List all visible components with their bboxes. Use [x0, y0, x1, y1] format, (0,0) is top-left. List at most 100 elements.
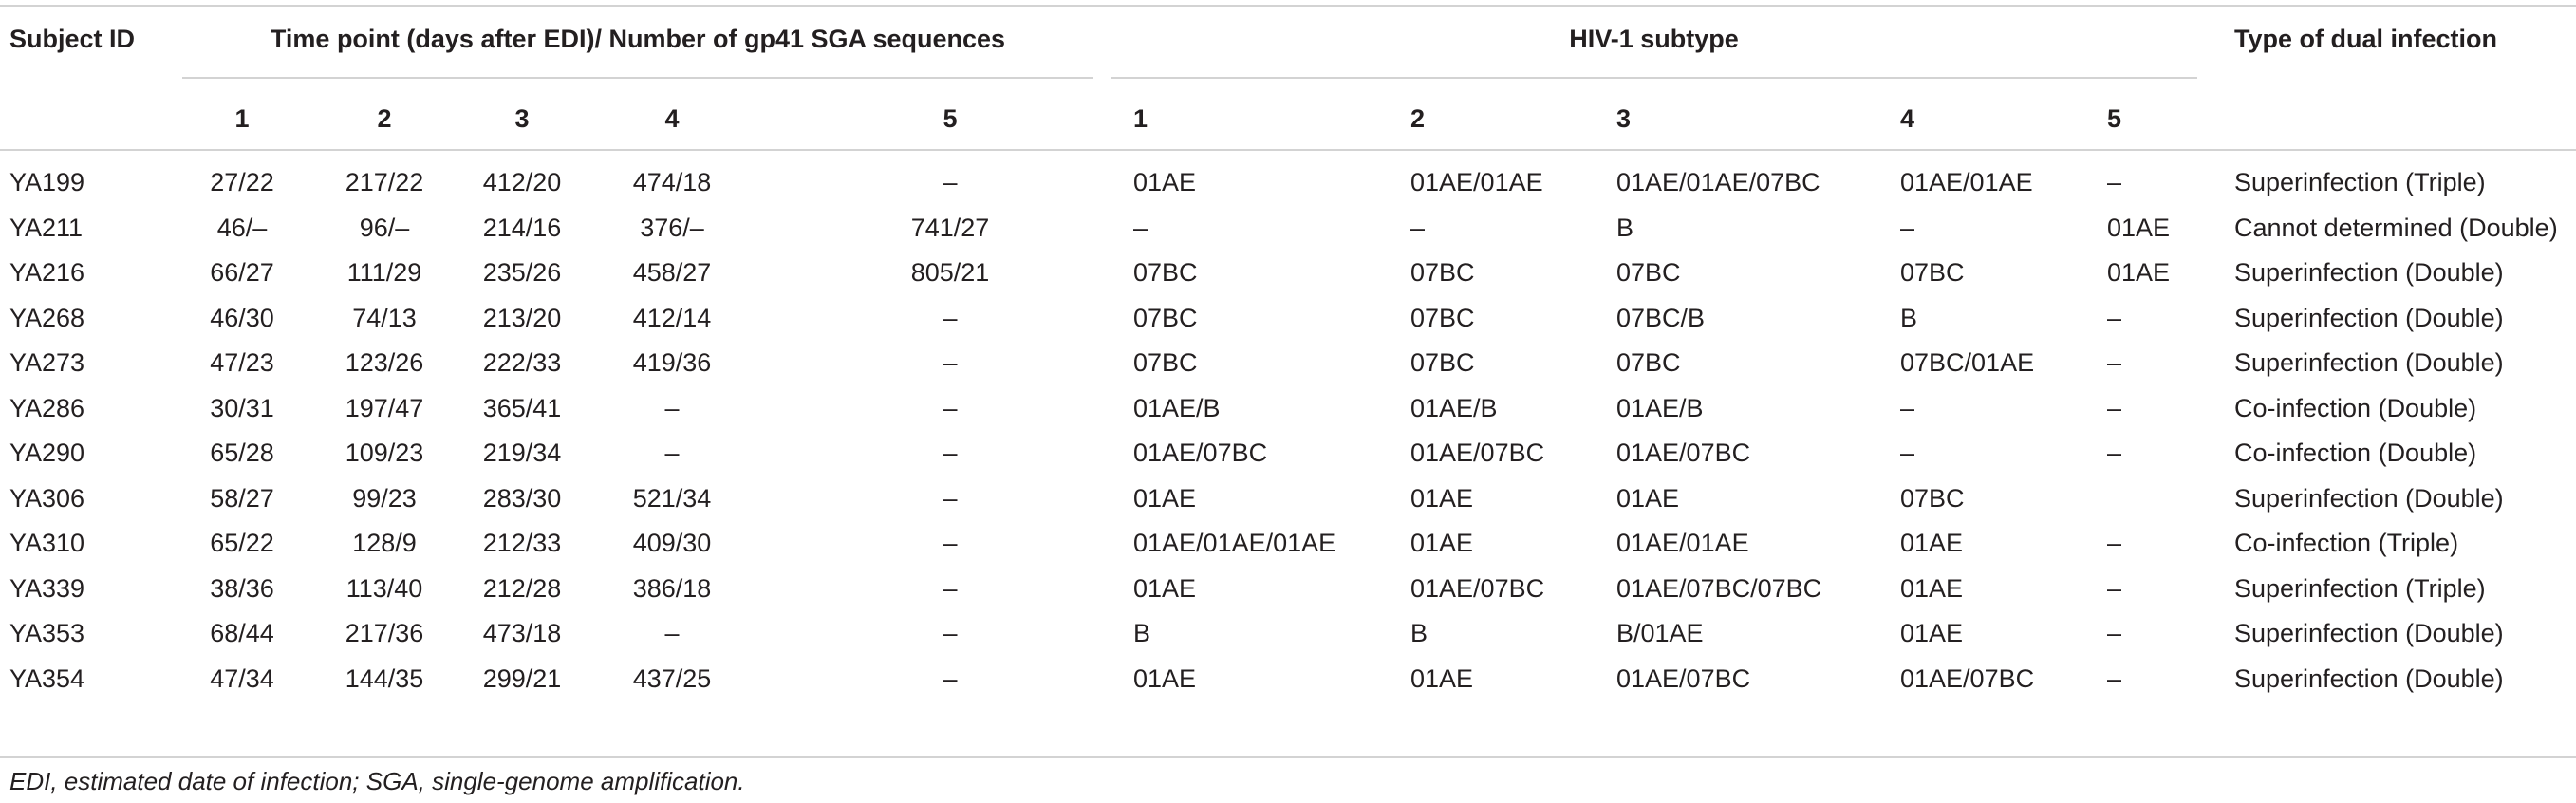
subtype-cell: B — [1410, 619, 1428, 647]
subtype-cell: – — [1900, 213, 1915, 242]
subtype-cell: 01AE — [1410, 483, 1474, 513]
dual-infection-type-cell: Superinfection (Double) — [2234, 663, 2504, 693]
subtype-cell: – — [2107, 348, 2122, 377]
dual-infection-type-cell: Co-infection (Double) — [2234, 393, 2477, 422]
time-point-cell: 47/23 — [210, 348, 274, 377]
header-time-point-1: 1 — [234, 104, 250, 133]
time-point-cell: 99/23 — [352, 483, 417, 513]
subtype-cell: 01AE/01AE — [1410, 168, 1543, 196]
header-time-point-group: Time point (days after EDI)/ Number of g… — [270, 25, 1006, 53]
subtype-cell: – — [2107, 168, 2122, 196]
subject-id-cell: YA273 — [9, 348, 85, 377]
time-point-cell: 47/34 — [210, 663, 274, 693]
subtype-cell: – — [2107, 529, 2122, 557]
subject-id-cell: YA310 — [9, 529, 85, 557]
subtype-cell: 01AE — [1900, 529, 1964, 557]
time-point-cell: 74/13 — [352, 303, 417, 332]
subtype-cell: 07BC — [1410, 303, 1475, 332]
time-point-cell: – — [943, 348, 958, 377]
header-subtype-2: 2 — [1410, 104, 1426, 133]
dual-infection-type-cell: Superinfection (Double) — [2234, 348, 2504, 377]
header-subject-id: Subject ID — [9, 25, 136, 53]
time-point-cell: 212/33 — [482, 529, 562, 557]
subject-id-cell: YA199 — [9, 168, 85, 196]
subtype-cell: 01AE/07BC — [1616, 439, 1751, 467]
header-subtype-group: HIV-1 subtype — [1569, 25, 1739, 53]
subtype-cell: 01AE/01AE — [1616, 529, 1749, 557]
subtype-cell: 01AE — [1133, 168, 1197, 196]
bottom-rule — [0, 756, 2576, 758]
subtype-cell: – — [1410, 213, 1426, 242]
subtype-cell: 07BC — [1410, 258, 1475, 287]
time-point-cell: – — [943, 619, 958, 647]
time-point-cell: 437/25 — [632, 663, 712, 693]
time-point-cell: – — [664, 619, 680, 647]
time-point-cell: 30/31 — [210, 393, 274, 422]
subtype-cell: 07BC — [1133, 303, 1198, 332]
subtype-cell: 01AE/01AE/07BC — [1616, 168, 1820, 196]
time-point-cell: – — [943, 663, 958, 693]
time-point-cell: 96/– — [359, 213, 410, 242]
subtype-cell: 01AE — [1133, 483, 1197, 513]
subtype-cell: 01AE — [1616, 483, 1680, 513]
subtype-cell: B — [1616, 213, 1634, 242]
time-point-cell: – — [664, 393, 680, 422]
subtype-cell: 01AE/B — [1410, 393, 1498, 422]
time-point-cell: – — [664, 439, 680, 467]
table-footnote: EDI, estimated date of infection; SGA, s… — [9, 767, 745, 795]
time-point-cell: 217/36 — [345, 619, 424, 647]
dual-infection-type-cell: Cannot determined (Double) — [2234, 213, 2558, 242]
time-point-cell: – — [943, 439, 958, 467]
subtype-cell: 01AE — [2107, 213, 2171, 242]
subject-id-cell: YA286 — [9, 393, 85, 422]
time-point-cell: – — [943, 483, 958, 513]
time-point-cell: 458/27 — [632, 258, 712, 287]
subtype-cell: 01AE — [2107, 258, 2171, 287]
subtype-cell: – — [1900, 393, 1915, 422]
time-point-cell: 741/27 — [910, 213, 990, 242]
time-point-cell: 128/9 — [352, 529, 417, 557]
time-point-cell: 283/30 — [482, 483, 562, 513]
time-point-cell: 214/16 — [482, 213, 562, 242]
subtype-cell: – — [2107, 393, 2122, 422]
time-point-cell: 197/47 — [345, 393, 424, 422]
subtype-cell: 01AE/01AE/01AE — [1133, 529, 1336, 557]
subtype-cell: 01AE — [1133, 573, 1197, 603]
time-point-cell: 66/27 — [210, 258, 274, 287]
subtype-cell: 01AE/07BC — [1900, 663, 2035, 693]
header-subtype-5: 5 — [2107, 104, 2122, 133]
time-point-cell: 46/30 — [210, 303, 274, 332]
time-point-cell: 386/18 — [632, 573, 712, 603]
header-bottom-rule — [0, 149, 2576, 151]
subtype-cell: 01AE/07BC — [1410, 573, 1545, 603]
header-subtype-3: 3 — [1616, 104, 1632, 133]
time-point-cell: 805/21 — [910, 258, 990, 287]
subtype-cell: 01AE/07BC — [1410, 439, 1545, 467]
subject-id-cell: YA353 — [9, 619, 85, 647]
time-point-cell: 222/33 — [482, 348, 562, 377]
time-point-cell: 65/28 — [210, 439, 274, 467]
subtype-cell: 01AE — [1410, 663, 1474, 693]
subtype-cell: 01AE/01AE — [1900, 168, 2033, 196]
dual-infection-type-cell: Superinfection (Triple) — [2234, 168, 2486, 196]
time-point-cell: 113/40 — [345, 573, 423, 603]
time-point-cell: 213/20 — [482, 303, 562, 332]
time-point-cell: 299/21 — [482, 663, 562, 693]
time-point-cell: 521/34 — [632, 483, 712, 513]
subtype-cell: 01AE/B — [1133, 393, 1221, 422]
subject-id-cell: YA290 — [9, 439, 85, 467]
subtype-cell: 07BC — [1410, 348, 1475, 377]
time-point-cell: – — [943, 393, 958, 422]
subtype-cell: 07BC — [1133, 348, 1198, 377]
time-point-cell: 419/36 — [632, 348, 712, 377]
time-point-cell: 111/29 — [346, 258, 422, 287]
time-point-cell: 212/28 — [482, 573, 562, 603]
time-point-cell: 474/18 — [632, 168, 712, 196]
subtype-cell: 01AE — [1133, 663, 1197, 693]
time-point-cell: 109/23 — [345, 439, 424, 467]
top-rule — [0, 5, 2576, 7]
time-point-cell: – — [943, 529, 958, 557]
time-point-cell: 68/44 — [210, 619, 274, 647]
time-point-cell: 27/22 — [210, 168, 274, 196]
time-point-cell: 217/22 — [345, 168, 424, 196]
